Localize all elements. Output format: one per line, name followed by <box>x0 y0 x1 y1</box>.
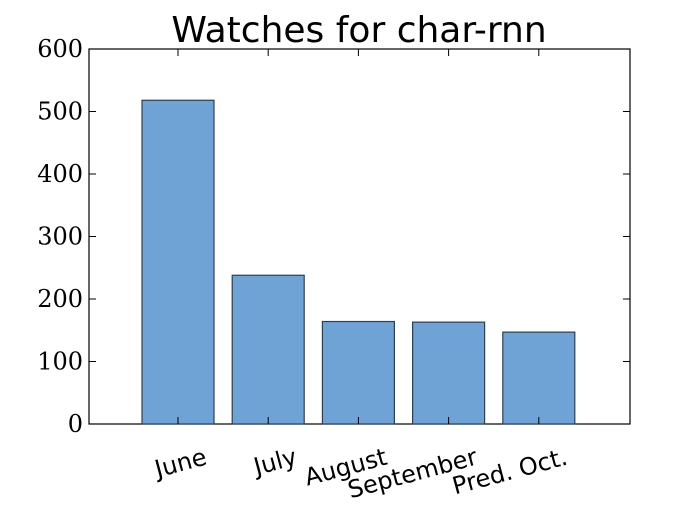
bar <box>141 99 215 425</box>
x-tick-label: June <box>150 443 210 484</box>
y-tick-label: 0 <box>68 410 83 438</box>
bar <box>412 321 486 425</box>
y-tick-label: 300 <box>37 223 83 251</box>
y-tick-label: 600 <box>37 35 83 63</box>
chart-title: Watches for char-rnn <box>171 10 546 51</box>
y-tick-label: 100 <box>37 348 83 376</box>
y-axis-ticks: 0 100 200 300 400 500 600 <box>37 35 630 438</box>
bar <box>502 331 576 425</box>
y-tick-label: 500 <box>37 98 83 126</box>
bar <box>321 320 395 425</box>
bar <box>231 274 305 425</box>
x-tick-label: July <box>249 443 300 482</box>
y-tick-label: 200 <box>37 285 83 313</box>
bars <box>141 99 576 425</box>
y-tick-label: 400 <box>37 160 83 188</box>
